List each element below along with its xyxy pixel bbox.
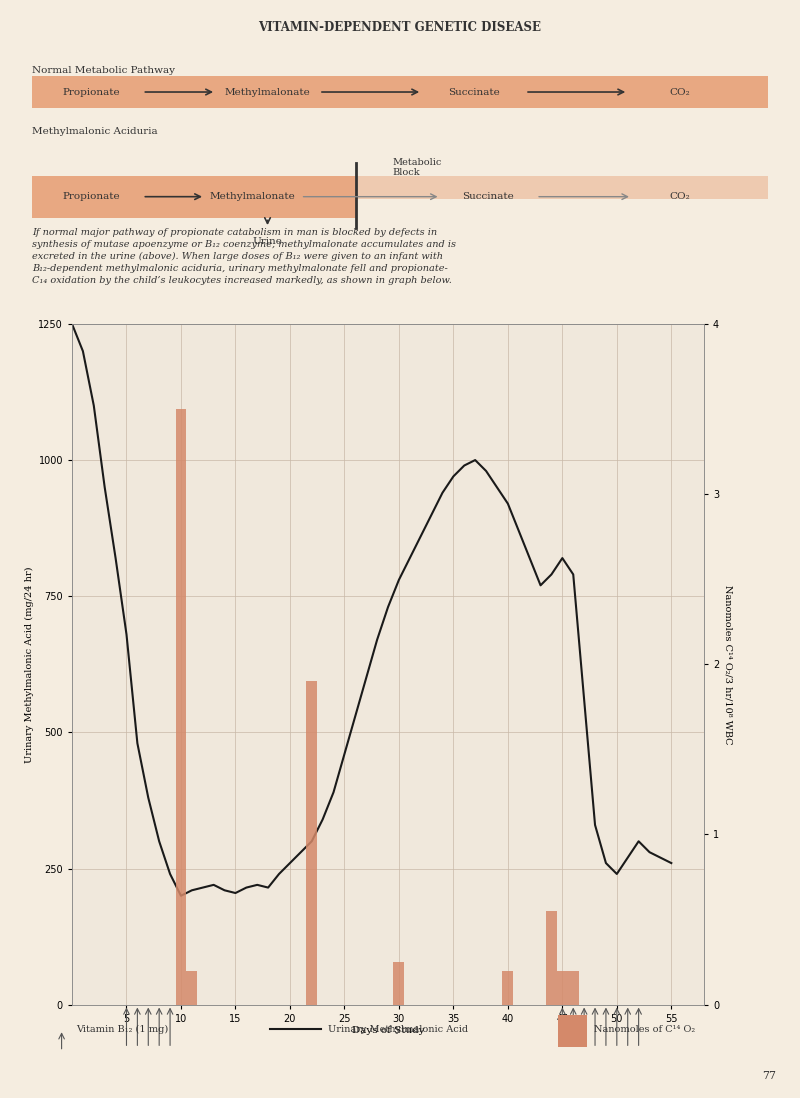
Bar bbox=[546, 911, 557, 1005]
Text: Normal Metabolic Pathway: Normal Metabolic Pathway bbox=[32, 66, 175, 75]
Text: Propionate: Propionate bbox=[62, 88, 120, 97]
Text: Nanomoles of C¹⁴ O₂: Nanomoles of C¹⁴ O₂ bbox=[594, 1024, 695, 1034]
Text: Succinate: Succinate bbox=[448, 88, 499, 97]
Text: 77: 77 bbox=[762, 1071, 776, 1082]
Text: Urine: Urine bbox=[253, 236, 282, 246]
Bar bbox=[502, 971, 514, 1005]
Bar bbox=[175, 410, 186, 1005]
Bar bbox=[306, 682, 317, 1005]
Bar bbox=[186, 971, 198, 1005]
Y-axis label: Urinary Methylmalonic Acid (mg/24 hr): Urinary Methylmalonic Acid (mg/24 hr) bbox=[25, 567, 34, 762]
FancyBboxPatch shape bbox=[558, 1015, 587, 1046]
Text: If normal major pathway of propionate catabolism in man is blocked by defects in: If normal major pathway of propionate ca… bbox=[32, 228, 456, 284]
Text: Methylmalonic Aciduria: Methylmalonic Aciduria bbox=[32, 127, 158, 136]
Text: Urinary Methylmalonic Acid: Urinary Methylmalonic Acid bbox=[328, 1024, 468, 1034]
FancyBboxPatch shape bbox=[32, 176, 356, 217]
Text: Vitamin B₁₂ (1 mg): Vitamin B₁₂ (1 mg) bbox=[76, 1024, 168, 1034]
Y-axis label: Nanomoles C¹⁴ O₂/3 hr/10⁸ WBC: Nanomoles C¹⁴ O₂/3 hr/10⁸ WBC bbox=[723, 584, 733, 744]
Text: Metabolic
Block: Metabolic Block bbox=[393, 157, 442, 177]
Text: VITAMIN-DEPENDENT GENETIC DISEASE: VITAMIN-DEPENDENT GENETIC DISEASE bbox=[258, 21, 542, 34]
FancyBboxPatch shape bbox=[32, 77, 768, 109]
Text: Methylmalonate: Methylmalonate bbox=[225, 88, 310, 97]
Bar bbox=[568, 971, 578, 1005]
Text: CO₂: CO₂ bbox=[670, 88, 690, 97]
Text: Methylmalonate: Methylmalonate bbox=[210, 192, 296, 201]
FancyBboxPatch shape bbox=[356, 176, 768, 199]
Bar bbox=[394, 962, 404, 1005]
Text: CO₂: CO₂ bbox=[670, 192, 690, 201]
FancyBboxPatch shape bbox=[209, 231, 326, 251]
Bar bbox=[557, 971, 568, 1005]
Text: Succinate: Succinate bbox=[462, 192, 514, 201]
X-axis label: Days of Study: Days of Study bbox=[352, 1027, 424, 1035]
Text: Propionate: Propionate bbox=[62, 192, 120, 201]
